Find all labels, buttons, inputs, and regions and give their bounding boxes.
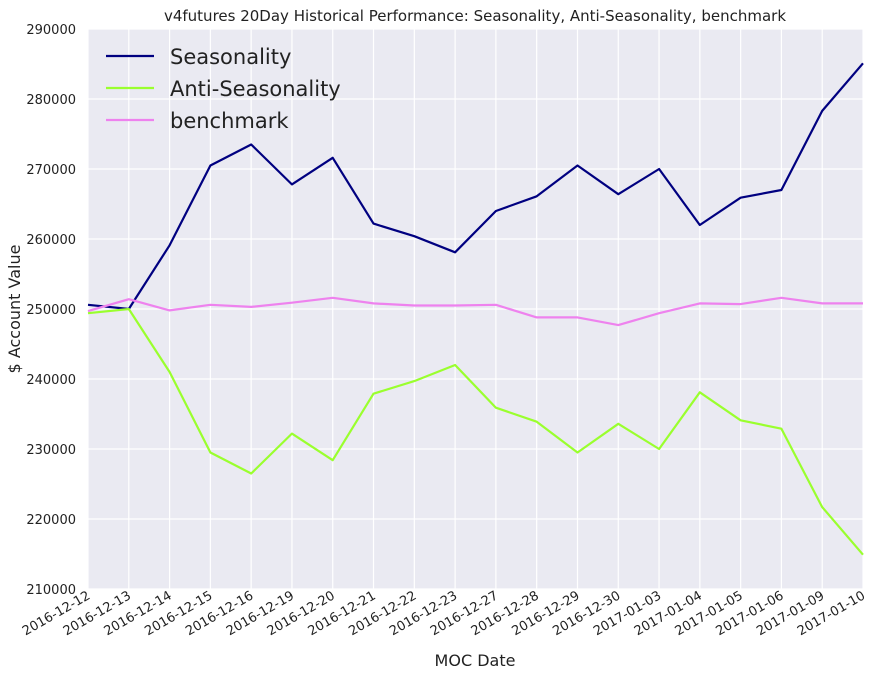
y-tick-label: 250000	[26, 303, 76, 318]
series-line-anti-seasonality	[87, 307, 864, 556]
y-tick-label: 270000	[26, 163, 76, 178]
y-axis-title: $ Account Value	[5, 245, 24, 374]
y-tick-label: 240000	[26, 373, 76, 388]
y-tick-label: 260000	[26, 233, 76, 248]
legend-label-seasonality: Seasonality	[170, 45, 291, 69]
y-tick-label: 230000	[26, 443, 76, 458]
y-tick-label: 290000	[26, 23, 76, 38]
legend: Seasonality Anti-Seasonality benchmark	[106, 45, 341, 133]
y-tick-label: 280000	[26, 93, 76, 108]
x-tick-labels: 2016-12-122016-12-132016-12-142016-12-15…	[20, 588, 868, 639]
series-line-seasonality	[87, 62, 864, 311]
y-tick-label: 220000	[26, 513, 76, 528]
series-line-benchmark	[87, 296, 863, 327]
legend-label-benchmark: benchmark	[170, 109, 289, 133]
y-tick-label: 210000	[26, 583, 76, 598]
chart-title: v4futures 20Day Historical Performance: …	[164, 7, 786, 25]
y-tick-labels: 210000 220000 230000 240000 250000 260000 2700…	[26, 23, 76, 598]
legend-label-anti-seasonality: Anti-Seasonality	[170, 77, 341, 101]
series-lines	[87, 62, 864, 556]
x-axis-title: MOC Date	[435, 651, 516, 670]
